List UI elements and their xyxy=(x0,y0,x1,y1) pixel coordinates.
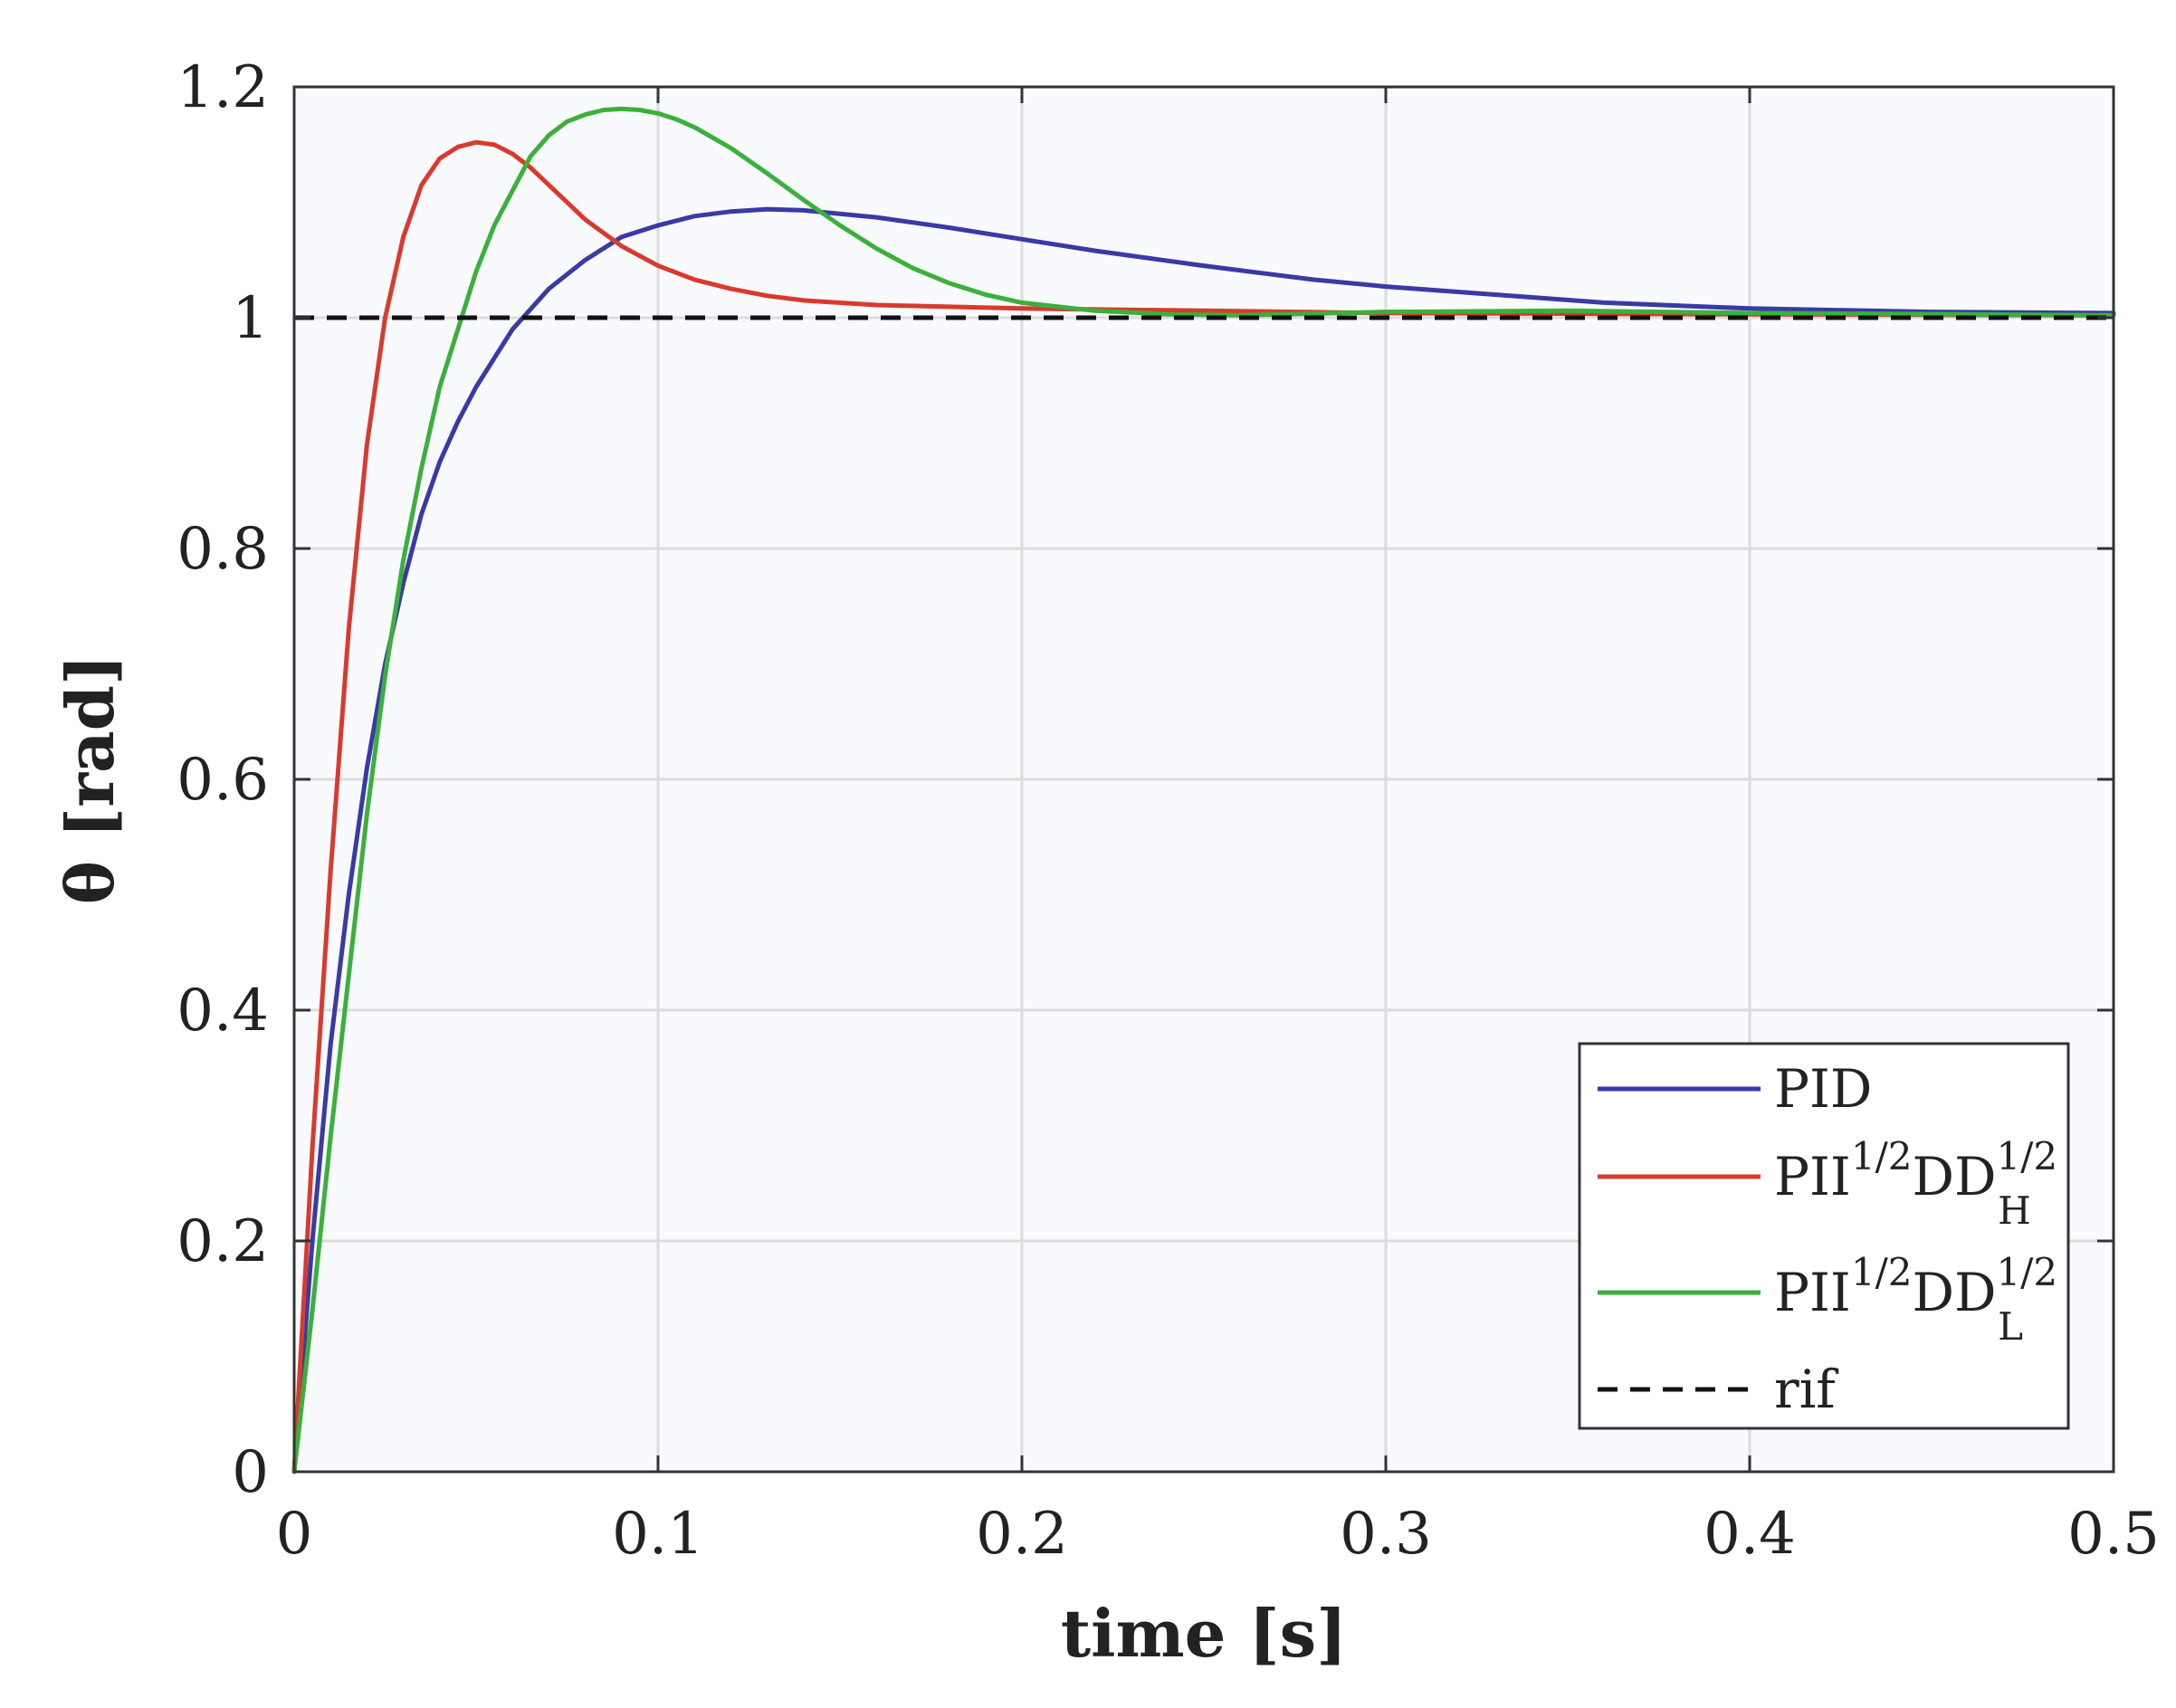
tick-labels: 0 0.1 0.2 0.3 0.4 0.5 0 0.2 0.4 0.6 0.8 1 1.2 xyxy=(177,54,2160,1568)
x-tick-label: 0.4 xyxy=(1704,1501,1796,1568)
y-tick-label: 0.6 xyxy=(177,747,269,814)
legend-box xyxy=(1578,1042,2070,1430)
x-axis-title: time [s] xyxy=(1061,1595,1347,1672)
y-tick-label: 1.2 xyxy=(177,54,269,121)
x-tick-label: 0.5 xyxy=(2067,1501,2160,1568)
legend-label: PII1/2DD1/2 L xyxy=(1774,1250,2057,1349)
axes-frame xyxy=(292,85,2115,1474)
y-tick-label: 0.4 xyxy=(177,978,269,1045)
y-tick-label: 0.8 xyxy=(177,516,269,583)
x-tick-label: 0.2 xyxy=(976,1501,1068,1568)
x-tick-label: 0.3 xyxy=(1340,1501,1432,1568)
y-tick-label: 0 xyxy=(232,1439,269,1506)
y-tick-label: 0.2 xyxy=(177,1208,269,1275)
legend: PID PII1/2DD1/2 H PII1/2DD1/2 L rif xyxy=(1578,1042,2070,1430)
series-line-pii-dd-h xyxy=(291,139,2116,1474)
series-line-pii-dd-l xyxy=(291,106,2116,1474)
y-tick-label: 1 xyxy=(232,285,269,352)
legend-label: PII1/2DD1/2 H xyxy=(1774,1134,2057,1233)
series-layer xyxy=(291,106,2116,1474)
x-tick-label: 0.1 xyxy=(612,1501,704,1568)
legend-label: PID xyxy=(1774,1058,1872,1120)
legend-label: rif xyxy=(1774,1359,1838,1420)
x-tick-label: 0 xyxy=(276,1501,313,1568)
y-axis-title: θ [rad] xyxy=(52,654,129,904)
